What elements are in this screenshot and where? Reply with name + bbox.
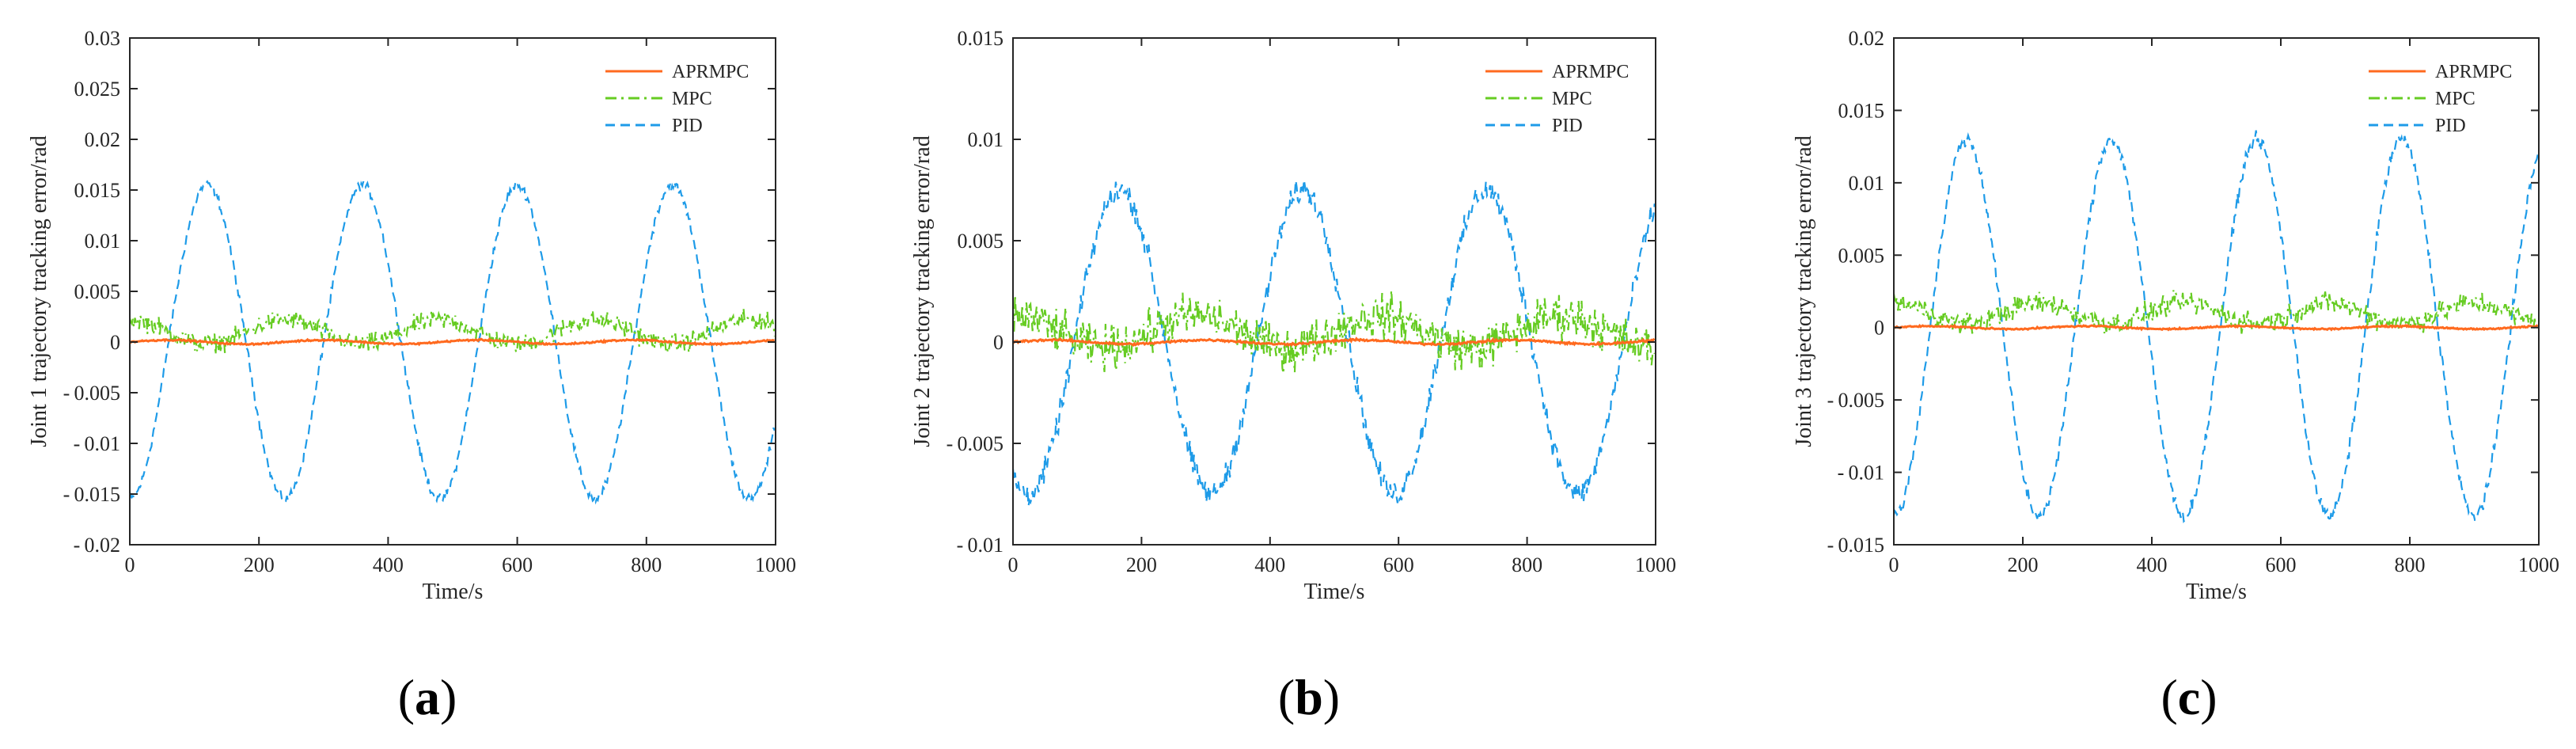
y-tick-label: 0.015 [958, 27, 1004, 50]
y-tick-label: 0.005 [1838, 244, 1885, 267]
y-axis-label: Joint 3 trajectory tracking error/rad [1792, 135, 1816, 447]
x-axis-label: Time/s [423, 580, 484, 604]
legend: APRMPC MPC PID [605, 62, 749, 136]
x-tick-label: 1000 [1635, 553, 1676, 576]
y-tick-label: - 0.005 [63, 382, 120, 405]
plot-area [130, 179, 776, 505]
legend-label-mpc: MPC [2435, 89, 2475, 109]
legend-label-pid: PID [1552, 116, 1583, 136]
y-tick-label: 0.005 [958, 230, 1004, 253]
legend-label-aprmpc: APRMPC [672, 62, 749, 82]
x-tick-label: 600 [2266, 553, 2297, 576]
chart-panel-c: - 0.015 - 0.01 - 0.005 0 0.005 0.01 0.015 0.02 0… [1792, 27, 2559, 725]
y-tick-label: 0.015 [1838, 99, 1885, 122]
y-tick-label: - 0.02 [74, 534, 120, 557]
x-tick-label: 600 [502, 553, 533, 576]
series-line-pid [1013, 179, 1656, 507]
panel-caption: (b) [1278, 669, 1340, 725]
axes-frame [1012, 37, 1656, 546]
x-tick-label: 200 [2008, 553, 2039, 576]
series-line-aprmpc [1894, 323, 2539, 332]
series-line-mpc [1894, 290, 2538, 334]
y-tick-label: - 0.005 [947, 432, 1003, 455]
y-tick-label: 0.005 [74, 280, 121, 303]
legend-label-pid: PID [672, 116, 703, 136]
y-tick-label: - 0.015 [1827, 534, 1884, 557]
y-tick-label: 0.02 [1849, 27, 1885, 50]
x-axis-label: Time/s [2186, 580, 2247, 604]
x-tick-label: 1000 [755, 553, 796, 576]
legend: APRMPC MPC PID [1485, 62, 1629, 136]
x-tick-label: 800 [1512, 553, 1542, 576]
plot-area [1013, 179, 1656, 507]
series-line-aprmpc [130, 336, 775, 347]
y-tick-label: - 0.015 [63, 483, 120, 506]
y-tick-label: - 0.01 [957, 534, 1003, 557]
y-tick-label: - 0.01 [74, 432, 120, 455]
x-tick-label: 400 [2137, 553, 2168, 576]
legend-label-aprmpc: APRMPC [2435, 62, 2512, 82]
series-line-pid [1894, 130, 2539, 523]
y-tick-label: 0.015 [74, 179, 121, 202]
chart-panel-b: - 0.01 - 0.005 0 0.005 0.01 0.015 0 200 400 600 80… [910, 27, 1676, 725]
x-tick-label: 400 [373, 553, 404, 576]
series-line-mpc [1013, 290, 1656, 374]
legend-label-pid: PID [2435, 116, 2466, 136]
x-tick-label: 800 [2395, 553, 2426, 576]
y-tick-label: 0 [993, 331, 1003, 354]
y-tick-label: - 0.005 [1827, 389, 1884, 412]
axes-frame [1893, 37, 2540, 546]
y-axis-label: Joint 2 trajectory tracking error/rad [910, 135, 935, 447]
legend-label-mpc: MPC [1552, 89, 1592, 109]
x-tick-label: 200 [244, 553, 275, 576]
x-tick-label: 1000 [2518, 553, 2559, 576]
x-tick-label: 600 [1383, 553, 1414, 576]
y-tick-label: 0 [1874, 317, 1884, 340]
x-tick-label: 200 [1126, 553, 1157, 576]
x-axis-label: Time/s [1304, 580, 1365, 604]
legend-label-aprmpc: APRMPC [1552, 62, 1629, 82]
y-tick-label: 0.01 [1849, 172, 1885, 195]
panel-caption: (a) [398, 669, 457, 725]
y-tick-label: 0.02 [85, 128, 121, 151]
y-tick-label: 0.025 [74, 78, 121, 101]
y-tick-label: 0.01 [968, 128, 1004, 151]
x-tick-label: 0 [1889, 553, 1899, 576]
legend: APRMPC MPC PID [2369, 62, 2512, 136]
y-tick-label: 0.01 [85, 230, 121, 253]
legend-label-mpc: MPC [672, 89, 712, 109]
series-line-mpc [130, 308, 776, 355]
series-line-pid [130, 179, 776, 505]
x-tick-label: 0 [1008, 553, 1019, 576]
panel-caption: (c) [2161, 669, 2217, 725]
y-axis-label: Joint 1 trajectory tracking error/rad [27, 135, 51, 447]
x-tick-label: 0 [125, 553, 135, 576]
y-tick-label: 0 [110, 331, 120, 354]
chart-panel-a: - 0.02 - 0.015 - 0.01 - 0.005 0 0.005 0.01 0.01… [27, 27, 796, 725]
y-tick-label: - 0.01 [1838, 462, 1884, 485]
x-tick-label: 800 [631, 553, 662, 576]
x-tick-label: 400 [1254, 553, 1285, 576]
y-tick-label: 0.03 [85, 27, 121, 50]
axes-frame [129, 37, 776, 546]
series-line-aprmpc [1013, 336, 1656, 348]
plot-area [1894, 130, 2539, 523]
